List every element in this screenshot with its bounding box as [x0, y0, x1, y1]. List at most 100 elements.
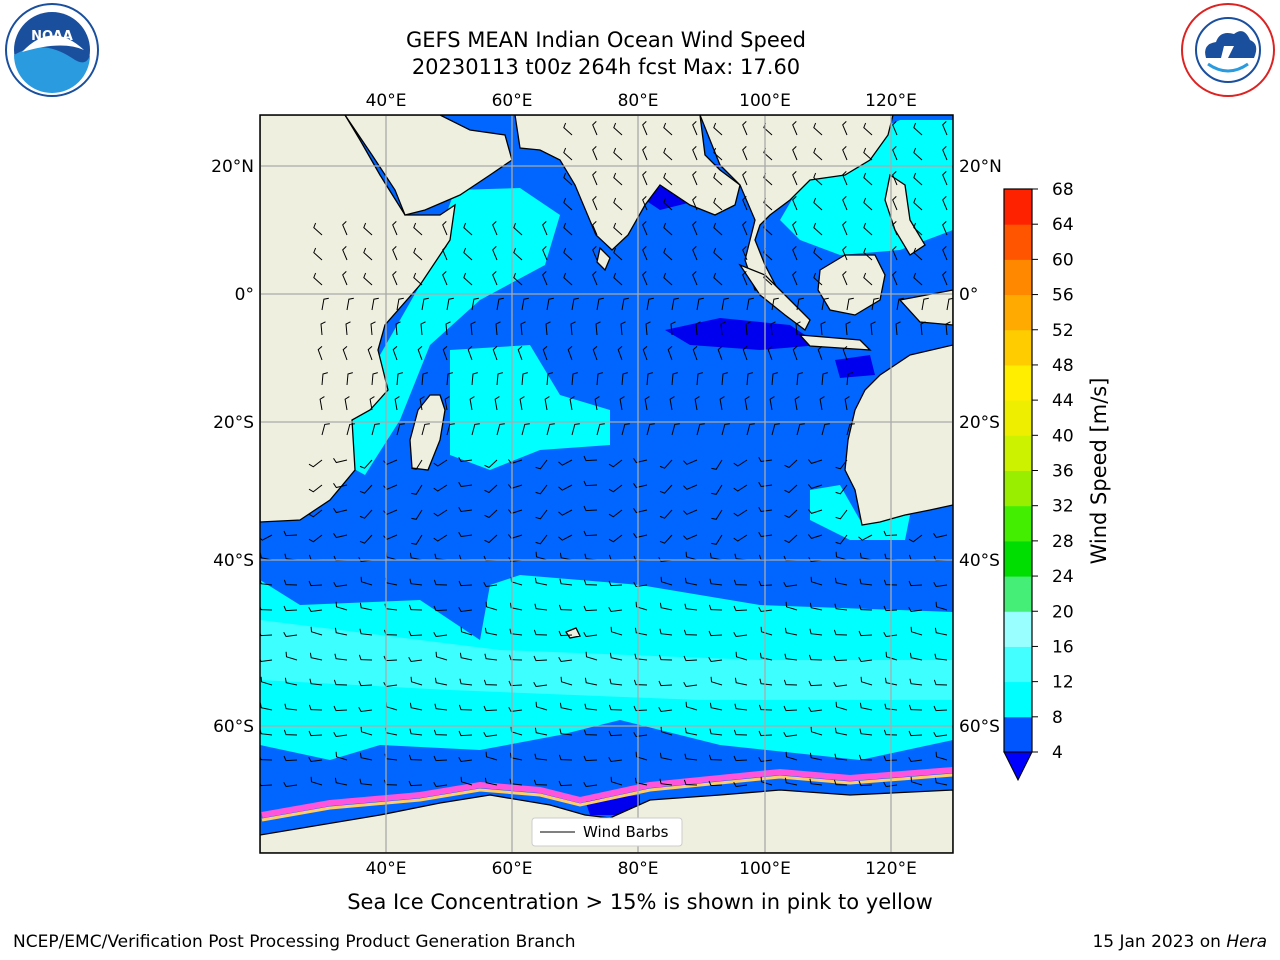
- wind-barb: [835, 484, 848, 495]
- sea-ice-caption: Sea Ice Concentration > 15% is shown in …: [347, 890, 933, 914]
- wind-barb: [467, 346, 473, 361]
- wind-barb: [808, 484, 823, 489]
- colorbar-label: Wind Speed [m/s]: [1087, 378, 1111, 565]
- wind-barb: [908, 704, 923, 711]
- wind-barb: [734, 677, 748, 686]
- wind-barb: [321, 297, 329, 311]
- lat-label-left-20n: 20°N: [211, 157, 254, 177]
- wind-barb: [583, 781, 598, 788]
- wind-barb: [610, 776, 623, 786]
- wind-barb: [308, 606, 323, 613]
- wind-barb: [533, 779, 548, 786]
- wind-barb: [635, 601, 648, 611]
- wind-barb: [408, 754, 423, 761]
- colorbar-segment: [1004, 716, 1032, 753]
- wind-barb: [334, 777, 348, 786]
- wind-barb: [813, 147, 823, 161]
- wind-barb: [411, 459, 423, 470]
- wind-barb: [371, 423, 380, 436]
- wind-barb: [717, 346, 723, 361]
- wind-barb: [333, 679, 348, 686]
- wind-barb: [344, 396, 350, 411]
- wind-barb: [446, 423, 455, 436]
- wind-barb: [411, 509, 423, 520]
- wind-barb: [496, 297, 504, 311]
- wind-barb: [458, 606, 473, 613]
- wind-barb: [758, 481, 773, 488]
- wind-barb: [509, 628, 523, 636]
- wind-barb: [645, 321, 651, 336]
- wind-barb: [633, 508, 648, 514]
- wind-barb: [321, 372, 328, 386]
- wind-barb: [659, 628, 673, 636]
- wind-barb: [583, 505, 598, 512]
- wind-barb: [758, 606, 773, 613]
- wind-barb: [783, 731, 798, 738]
- colorbar-segment: [1004, 470, 1032, 507]
- wind-barb: [559, 702, 573, 711]
- wind-barb: [442, 246, 448, 261]
- wind-barb: [934, 627, 948, 636]
- wind-barb: [785, 601, 798, 611]
- wind-barb: [613, 147, 623, 161]
- wind-barb: [484, 484, 498, 494]
- wind-barb: [863, 247, 873, 261]
- wind-barb: [659, 778, 673, 786]
- wind-barb: [585, 651, 598, 661]
- wind-barb: [533, 629, 548, 636]
- wind-barb: [860, 676, 873, 686]
- wind-barb: [458, 481, 473, 488]
- wind-barb: [394, 396, 400, 411]
- wind-barb: [545, 321, 551, 336]
- wind-barb: [644, 396, 650, 411]
- wind-barb: [345, 321, 351, 336]
- wind-barb: [945, 321, 951, 336]
- wind-barb: [858, 754, 873, 761]
- wind-barb: [760, 626, 773, 636]
- wind-barb: [683, 681, 698, 688]
- graticule: [260, 115, 953, 853]
- colorbar-segment: [1004, 505, 1032, 542]
- wind-barb: [513, 272, 523, 286]
- wind-barb: [633, 679, 648, 686]
- lon-label-bottom-80e: 80°E: [618, 859, 659, 879]
- wind-barb: [563, 222, 573, 236]
- wind-barb: [260, 534, 273, 541]
- wind-barb: [313, 222, 323, 236]
- wind-barb: [783, 581, 798, 588]
- wind-barb: [484, 653, 498, 661]
- wind-barb: [484, 777, 498, 786]
- wind-barb: [595, 321, 601, 336]
- wind-barb: [659, 534, 673, 544]
- wind-barb: [411, 534, 423, 545]
- wind-barb: [683, 484, 698, 490]
- wind-barb: [692, 196, 698, 211]
- wind-barb: [613, 222, 623, 236]
- colorbar-tick-label: 8: [1052, 708, 1063, 728]
- wind-barb: [463, 222, 473, 236]
- wind-barb: [863, 172, 873, 186]
- wind-barb: [583, 729, 598, 736]
- wind-barb: [767, 346, 773, 361]
- colorbar-tick-label: 68: [1052, 180, 1074, 200]
- wind-barb: [313, 247, 323, 261]
- wind-barb: [283, 631, 298, 638]
- wind-barb: [746, 372, 753, 386]
- wind-barb: [745, 321, 751, 336]
- wind-barb: [871, 297, 879, 311]
- wind-barb: [583, 530, 598, 537]
- wind-barb: [663, 272, 673, 286]
- wind-barb: [484, 627, 498, 636]
- wind-barb: [808, 706, 823, 713]
- wind-barb: [771, 372, 778, 386]
- colorbar-tick-label: 40: [1052, 426, 1074, 446]
- wind-barb: [709, 578, 723, 586]
- colorbar-tick-label: 64: [1052, 215, 1074, 235]
- wind-barb: [883, 605, 898, 612]
- wind-barb: [934, 777, 948, 786]
- wind-barb: [470, 321, 476, 336]
- wind-barb: [421, 372, 428, 386]
- wind-barb: [746, 297, 754, 311]
